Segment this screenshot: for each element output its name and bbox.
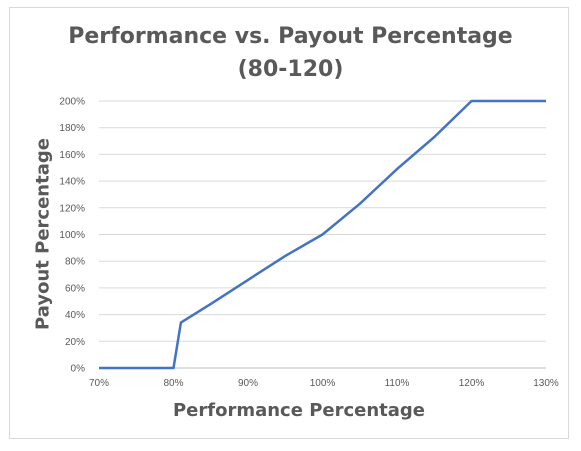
y-tick-label: 180% [59, 123, 85, 134]
y-tick-label: 20% [65, 337, 85, 348]
y-tick-label: 140% [59, 177, 85, 188]
y-tick-label: 80% [65, 257, 85, 268]
y-tick-label: 100% [59, 230, 85, 241]
y-tick-label: 40% [65, 310, 85, 321]
y-tick-label: 0% [71, 364, 86, 375]
y-tick-label: 200% [59, 97, 85, 108]
x-tick-label: 70% [89, 378, 109, 389]
series-line [99, 99, 546, 370]
chart-title: Performance vs. Payout Percentage (80-12… [68, 24, 513, 82]
x-tick-label: 110% [385, 378, 410, 389]
x-tick-label: 100% [310, 378, 336, 389]
x-tick-label: 90% [238, 378, 258, 389]
y-tick-label: 120% [59, 203, 85, 214]
y-tick-label: 160% [59, 150, 85, 161]
x-axis-title: Performance Percentage [172, 400, 426, 421]
y-tick-label: 60% [65, 283, 85, 294]
x-tick-label: 130% [533, 378, 559, 389]
x-tick-label: 80% [163, 378, 183, 389]
x-tick-label: 120% [459, 378, 485, 389]
